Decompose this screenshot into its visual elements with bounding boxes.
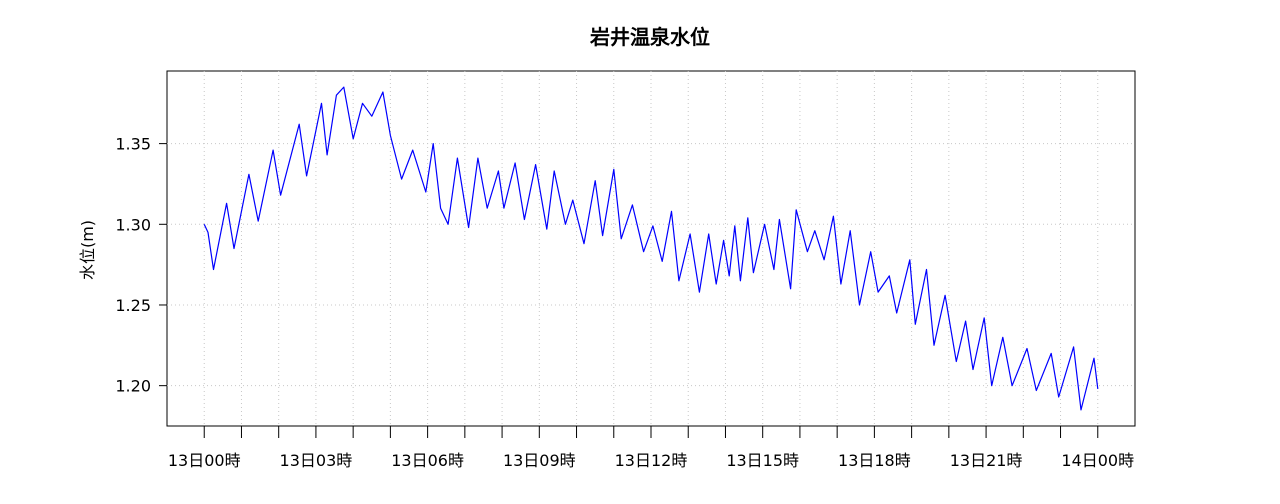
series-layer: [203, 86, 1099, 411]
y-tick-label: 1.25: [115, 296, 151, 315]
x-tick-label: 13日06時: [391, 451, 464, 470]
x-tick-label: 13日12時: [615, 451, 688, 470]
x-tick-label: 13日18時: [838, 451, 911, 470]
x-tick-label: 13日09時: [503, 451, 576, 470]
x-tick-label: 13日21時: [950, 451, 1023, 470]
x-tick-label: 14日00時: [1061, 451, 1134, 470]
grid: [167, 71, 1135, 426]
y-tick-label: 1.30: [115, 215, 151, 234]
x-tick-label: 13日03時: [280, 451, 353, 470]
x-tick-label: 13日00時: [168, 451, 241, 470]
x-tick-label: 13日15時: [726, 451, 799, 470]
y-tick-label: 1.35: [115, 135, 151, 154]
y-axis-label: 水位(m): [78, 220, 97, 280]
chart-title: 岩井温泉水位: [589, 25, 710, 49]
axes: 13日00時 13日03時 13日06時 13日09時 13日12時 13日15時 13日1…: [115, 135, 1134, 470]
y-tick-label: 1.20: [115, 377, 151, 396]
series-line: [203, 86, 1099, 411]
